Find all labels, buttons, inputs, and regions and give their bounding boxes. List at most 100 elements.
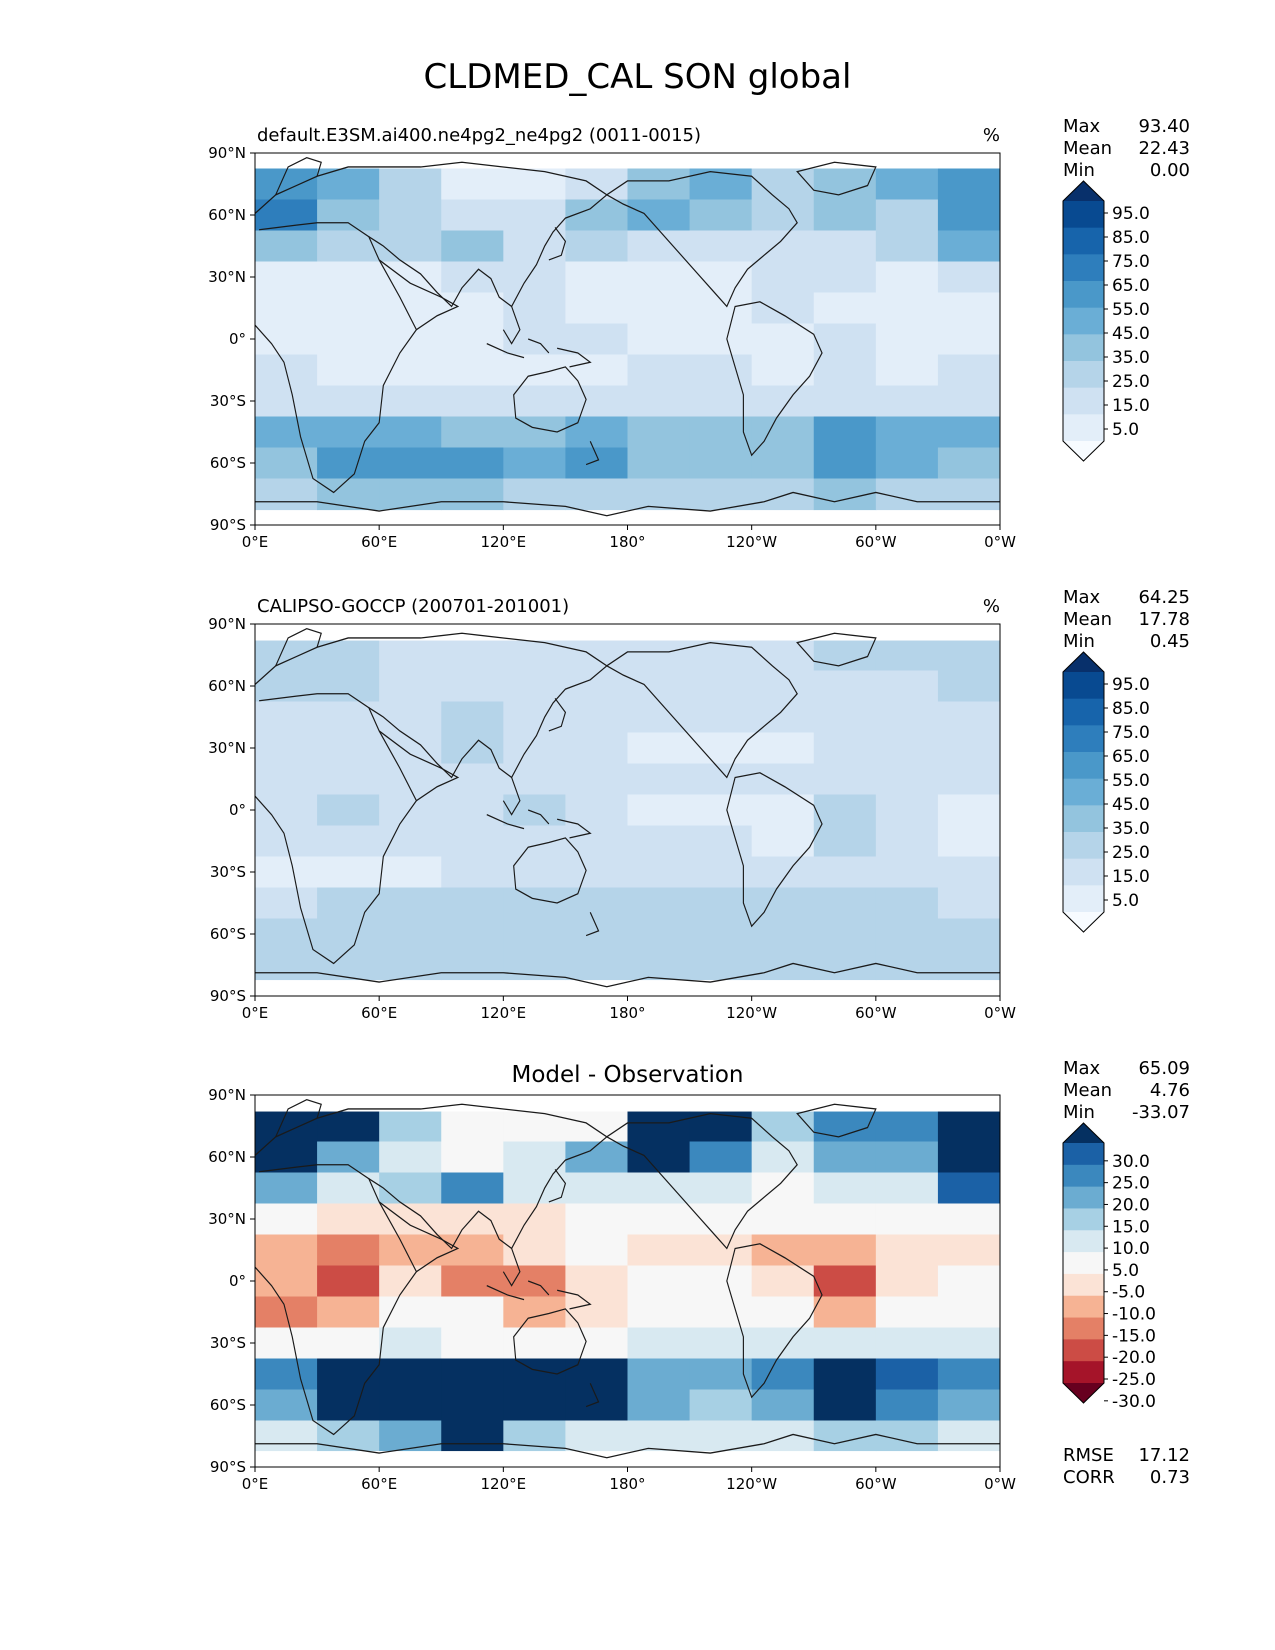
lat-tick-label: 30°S [210, 863, 246, 881]
grid-cell [379, 199, 442, 232]
grid-cell [503, 478, 567, 511]
grid-cell [627, 230, 691, 263]
colorbar-segment [1063, 201, 1104, 229]
map-field [255, 1095, 1000, 1467]
colorbar-tick-label: 5.0 [1112, 420, 1139, 440]
grid-cell [565, 732, 629, 765]
grid-cell [503, 794, 567, 827]
grid-cell [751, 949, 815, 981]
grid-cell [937, 856, 1000, 889]
grid-cell [689, 670, 753, 703]
grid-cell [565, 168, 629, 201]
grid-cell [317, 354, 380, 387]
grid-cell [937, 1358, 1000, 1391]
grid-cell [875, 1234, 939, 1267]
corr-value: 0.73 [1150, 1467, 1190, 1488]
grid-cell [317, 1172, 380, 1205]
grid-cell [751, 354, 815, 387]
lat-tick-label: 60°S [210, 1396, 246, 1414]
grid-cell [627, 640, 691, 672]
grid-cell [255, 794, 318, 827]
grid-cell [317, 640, 380, 672]
grid-cell [255, 640, 318, 672]
colorbar-segment [1063, 227, 1104, 255]
stat-value: 4.76 [1150, 1080, 1190, 1101]
grid-cell [813, 1358, 877, 1391]
grid-cell [565, 261, 629, 294]
grid-cell [937, 732, 1000, 765]
colorbar-segment [1063, 858, 1104, 886]
grid-cell [627, 323, 691, 356]
grid-cell [627, 261, 691, 294]
grid-cell [813, 1420, 877, 1452]
grid-cell [689, 1389, 753, 1422]
colorbar: 95.0 85.0 75.0 65.0 55.0 45.0 35.0 25.0 15.0 5.0 [1062, 180, 1150, 462]
lat-tick-label: 90°N [208, 1086, 246, 1104]
grid-cell [875, 670, 939, 703]
grid-cell [813, 825, 877, 858]
grid-cell [813, 1141, 877, 1174]
grid-cell [751, 825, 815, 858]
grid-cell [875, 1358, 939, 1391]
colorbar-tick-label: 45.0 [1112, 324, 1150, 344]
grid-cell [503, 1141, 567, 1174]
grid-cell [317, 1234, 380, 1267]
grid-cell [751, 1358, 815, 1391]
grid-cell [751, 640, 815, 672]
colorbar-tick-label: 35.0 [1112, 819, 1150, 839]
grid-cell [689, 292, 753, 325]
grid-cell [689, 825, 753, 858]
grid-cell [441, 670, 504, 703]
stat-label: Min [1063, 1102, 1095, 1123]
grid-cell [565, 230, 629, 263]
lat-tick-label: 60°N [208, 206, 246, 224]
grid-cell [503, 1389, 567, 1422]
grid-cell [441, 1172, 504, 1205]
grid-cell [813, 887, 877, 920]
map-panel-difference: 0°E 60°E 120°E 180° 120°W 60°W 0°W 90°N 60°N 30°N… [208, 1058, 1190, 1493]
grid-cell [937, 794, 1000, 827]
grid-cell [689, 354, 753, 387]
grid-cell [317, 732, 380, 765]
colorbar-outline [1062, 1122, 1105, 1404]
grid-cell [317, 670, 380, 703]
grid-cell [255, 1203, 318, 1236]
grid-cell [751, 199, 815, 232]
colorbar-segment [1063, 1208, 1104, 1231]
grid-cell [379, 670, 442, 703]
grid-cell [689, 1234, 753, 1267]
grid-cell [627, 1327, 691, 1360]
stat-value: 22.43 [1138, 138, 1190, 159]
lon-tick-label: 120°E [481, 1475, 527, 1493]
grid-cell [937, 168, 1000, 201]
colorbar-segment [1063, 307, 1104, 335]
grid-cell [627, 1389, 691, 1422]
lat-tick-label: 30°N [208, 268, 246, 286]
grid-cell [813, 323, 877, 356]
grid-cell [875, 763, 939, 796]
grid-cell [813, 701, 877, 734]
grid-cell [813, 1327, 877, 1360]
grid-cell [379, 478, 442, 511]
grid-cell [813, 1203, 877, 1236]
stat-value: 0.00 [1150, 160, 1190, 181]
colorbar-tick-label: 25.0 [1112, 843, 1150, 863]
lon-tick-label: 120°W [726, 533, 777, 551]
grid-cell [565, 292, 629, 325]
grid-cell [875, 887, 939, 920]
grid-cell [255, 1265, 318, 1298]
lat-tick-label: 90°S [210, 1458, 246, 1476]
grid-cell [379, 1296, 442, 1329]
stat-value: 17.78 [1138, 609, 1190, 630]
grid-cell [875, 640, 939, 672]
lon-tick-label: 180° [609, 533, 645, 551]
grid-cell [627, 1296, 691, 1329]
colorbar-tick-label: 25.0 [1112, 1174, 1150, 1194]
grid-cell [627, 1420, 691, 1452]
grid-cell [503, 354, 567, 387]
grid-cell [627, 1203, 691, 1236]
grid-cell [255, 701, 318, 734]
colorbar-extend-top [1063, 1123, 1104, 1143]
colorbar-tick-label: 85.0 [1112, 228, 1150, 248]
grid-cell [813, 1172, 877, 1205]
